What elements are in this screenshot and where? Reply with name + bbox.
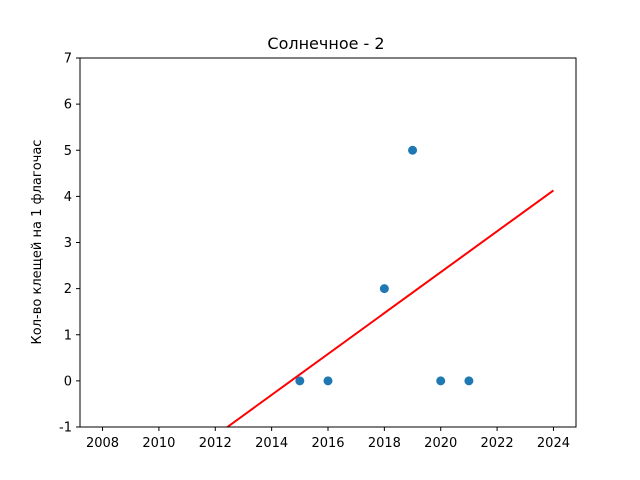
y-tick-label: 1 <box>64 328 72 343</box>
y-tick-label: 6 <box>64 98 72 113</box>
x-tick-label: 2016 <box>311 436 344 451</box>
y-axis-title: Кол-во клещей на 1 флагочас <box>30 140 45 345</box>
plot-area: 2008 2010 2012 2014 2016 2018 2020 2022 2024 -1 0 1… <box>59 52 570 452</box>
x-tick-label: 2008 <box>86 436 119 451</box>
y-tick-label: 7 <box>64 52 72 67</box>
y-tick-label: 0 <box>64 374 72 389</box>
x-tick-label: 2022 <box>481 436 514 451</box>
x-tick-label: 2018 <box>368 436 401 451</box>
y-tick-label: 5 <box>64 144 72 159</box>
chart-title: Солнечное - 2 <box>267 34 384 53</box>
y-tick-label: 3 <box>64 236 72 251</box>
data-point <box>295 376 305 386</box>
y-tick-label: -1 <box>59 421 72 436</box>
trend-line <box>226 189 555 427</box>
data-point <box>436 376 446 386</box>
y-tick-label: 4 <box>64 190 72 205</box>
x-tick-label: 2020 <box>424 436 457 451</box>
y-tick-label: 2 <box>64 282 72 297</box>
data-point <box>408 145 418 155</box>
x-tick-label: 2010 <box>142 436 175 451</box>
data-point <box>379 284 389 294</box>
plot-frame <box>79 57 577 428</box>
x-tick-label: 2012 <box>199 436 232 451</box>
x-tick-label: 2024 <box>537 436 570 451</box>
data-point <box>464 376 474 386</box>
x-tick-label: 2014 <box>255 436 288 451</box>
data-point <box>323 376 333 386</box>
